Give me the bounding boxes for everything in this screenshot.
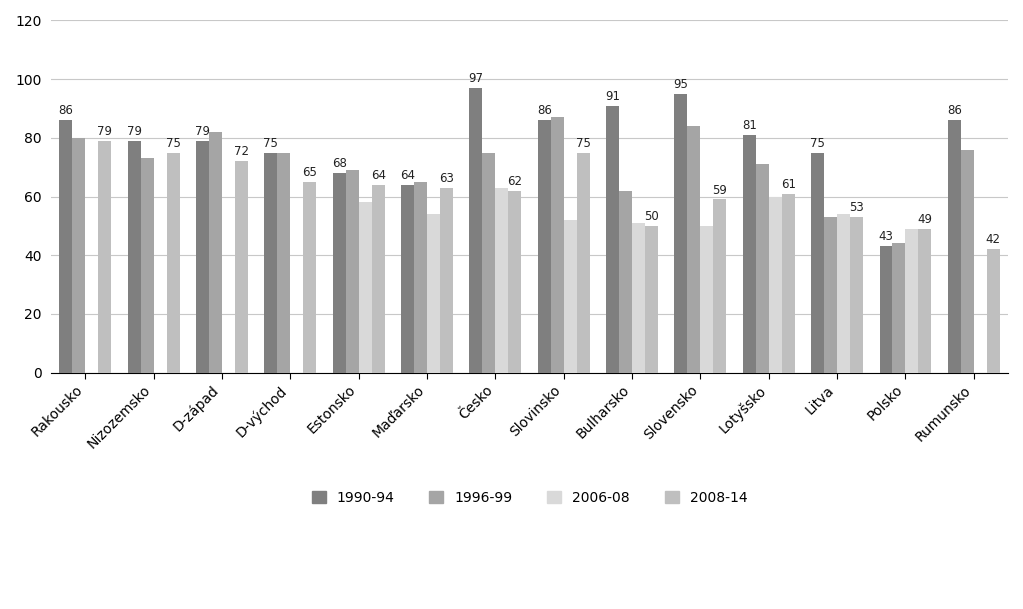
- Text: 72: 72: [234, 146, 249, 158]
- Bar: [73, 138, 85, 373]
- Bar: [277, 152, 291, 373]
- Text: 64: 64: [400, 169, 415, 182]
- Text: 63: 63: [439, 172, 454, 185]
- Bar: [495, 188, 508, 373]
- Bar: [140, 158, 153, 373]
- Bar: [332, 173, 346, 373]
- Bar: [619, 191, 632, 373]
- Text: 50: 50: [644, 210, 659, 223]
- Text: 91: 91: [605, 90, 620, 103]
- Bar: [782, 194, 795, 373]
- Bar: [632, 223, 646, 373]
- Legend: 1990-94, 1996-99, 2006-08, 2008-14: 1990-94, 1996-99, 2006-08, 2008-14: [306, 485, 753, 510]
- Bar: [606, 105, 619, 373]
- Bar: [811, 152, 825, 373]
- Bar: [196, 141, 209, 373]
- Bar: [905, 229, 919, 373]
- Bar: [470, 88, 483, 373]
- Bar: [756, 164, 768, 373]
- Text: 62: 62: [507, 175, 523, 188]
- Bar: [577, 152, 589, 373]
- Bar: [508, 191, 522, 373]
- Bar: [825, 217, 837, 373]
- Bar: [550, 118, 564, 373]
- Bar: [919, 229, 932, 373]
- Bar: [674, 94, 687, 373]
- Text: 59: 59: [712, 183, 727, 197]
- Bar: [768, 197, 782, 373]
- Text: 86: 86: [537, 104, 551, 118]
- Bar: [359, 202, 371, 373]
- Text: 42: 42: [986, 233, 1000, 247]
- Bar: [59, 120, 73, 373]
- Bar: [538, 120, 550, 373]
- Text: 79: 79: [127, 125, 141, 138]
- Bar: [235, 161, 248, 373]
- Bar: [892, 244, 905, 373]
- Bar: [743, 135, 756, 373]
- Bar: [483, 152, 495, 373]
- Bar: [427, 214, 440, 373]
- Text: 49: 49: [918, 213, 932, 226]
- Bar: [209, 132, 222, 373]
- Bar: [961, 150, 974, 373]
- Bar: [98, 141, 112, 373]
- Text: 97: 97: [469, 72, 484, 85]
- Bar: [701, 226, 713, 373]
- Bar: [713, 200, 726, 373]
- Text: 75: 75: [166, 136, 180, 150]
- Bar: [167, 152, 180, 373]
- Text: 75: 75: [576, 136, 590, 150]
- Bar: [880, 247, 892, 373]
- Bar: [346, 170, 359, 373]
- Text: 64: 64: [370, 169, 386, 182]
- Text: 61: 61: [781, 178, 796, 191]
- Text: 79: 79: [97, 125, 113, 138]
- Text: 75: 75: [263, 136, 278, 150]
- Bar: [401, 185, 414, 373]
- Text: 95: 95: [673, 78, 688, 91]
- Bar: [987, 249, 999, 373]
- Text: 65: 65: [303, 166, 317, 179]
- Text: 53: 53: [849, 201, 864, 214]
- Bar: [371, 185, 385, 373]
- Text: 86: 86: [947, 104, 962, 118]
- Text: 75: 75: [810, 136, 826, 150]
- Text: 43: 43: [879, 230, 893, 244]
- Bar: [837, 214, 850, 373]
- Bar: [414, 182, 427, 373]
- Bar: [948, 120, 961, 373]
- Bar: [564, 220, 577, 373]
- Bar: [440, 188, 453, 373]
- Bar: [303, 182, 316, 373]
- Text: 68: 68: [331, 157, 347, 170]
- Bar: [850, 217, 863, 373]
- Bar: [687, 126, 701, 373]
- Bar: [646, 226, 658, 373]
- Text: 86: 86: [58, 104, 74, 118]
- Bar: [264, 152, 277, 373]
- Bar: [128, 141, 140, 373]
- Text: 81: 81: [742, 119, 757, 132]
- Text: 79: 79: [195, 125, 210, 138]
